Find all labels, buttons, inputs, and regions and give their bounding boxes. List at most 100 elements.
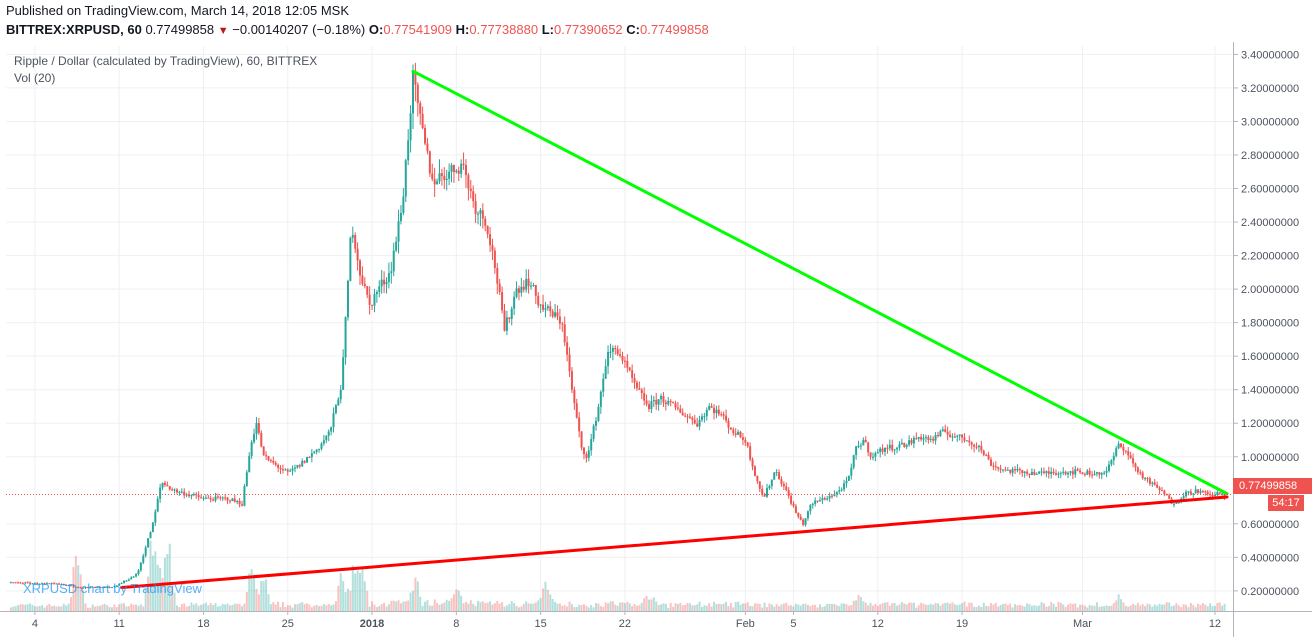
volume-bar: [241, 606, 244, 611]
candle-body: [763, 494, 766, 497]
volume-bar: [1069, 603, 1072, 611]
volume-bar: [436, 602, 439, 611]
candle-body: [378, 286, 381, 292]
high-value: 0.77738880: [469, 22, 539, 37]
candle-body: [464, 164, 467, 175]
volume-bar: [1088, 604, 1091, 611]
candle-body: [462, 163, 465, 165]
legend-title: Ripple / Dollar (calculated by TradingVi…: [14, 54, 318, 68]
volume-bar: [611, 601, 614, 611]
volume-bar: [1047, 605, 1050, 611]
volume-bar: [397, 600, 400, 611]
candle-body: [787, 490, 790, 496]
candle-body: [802, 519, 805, 525]
candle-body: [36, 582, 39, 584]
volume-bar: [12, 606, 15, 611]
candle-body: [1062, 471, 1065, 473]
price-tick-label: 3.00000000: [1241, 116, 1299, 128]
volume-bar: [968, 602, 971, 611]
volume-bar: [1091, 605, 1094, 611]
volume-bar: [585, 605, 588, 611]
candle-body: [862, 439, 865, 446]
price-tick-label: 0.60000000: [1241, 519, 1299, 531]
volume-bar: [38, 605, 41, 611]
volume-bar: [934, 603, 937, 611]
time-tick-label: 8: [453, 618, 459, 630]
candle-body: [835, 491, 838, 495]
time-axis[interactable]: 4 11 18 25 2018 8 15 22 Feb 5 12 19 Mar 12: [0, 611, 1312, 630]
volume-bar: [1050, 602, 1053, 611]
tradingview-watermark[interactable]: XRPUSD chart by TradingView: [23, 581, 202, 596]
volume-bar: [893, 603, 896, 611]
candle-body: [968, 440, 971, 443]
resistance-trendline: [411, 69, 1229, 496]
volume-bar: [684, 604, 687, 611]
candle-body: [1088, 470, 1091, 475]
candle-body: [371, 304, 374, 306]
volume-bar: [818, 604, 821, 611]
volume-bar: [306, 603, 309, 611]
candle-body: [132, 576, 135, 578]
price-chart[interactable]: 3.40000000 3.20000000 3.00000000 2.80000000…: [0, 42, 1312, 637]
candle-body: [1194, 489, 1197, 494]
volume-bar: [529, 603, 532, 611]
candle-body: [48, 583, 51, 585]
candle-body: [284, 469, 287, 471]
volume-bar: [464, 601, 467, 611]
price-axis[interactable]: 3.40000000 3.20000000 3.00000000 2.80000000…: [1233, 42, 1299, 637]
volume-bar: [980, 606, 983, 611]
volume-bar: [1064, 606, 1067, 611]
volume-bar: [188, 605, 191, 611]
candle-body: [573, 389, 576, 404]
volume-bar: [614, 604, 617, 611]
volume-bar: [262, 581, 265, 611]
volume-bar: [587, 607, 590, 611]
candle-body: [1175, 502, 1178, 504]
volume-bar: [342, 581, 345, 611]
candle-body: [281, 469, 284, 471]
candle-body: [1009, 469, 1012, 473]
candle-body: [828, 495, 831, 499]
candle-body: [999, 468, 1002, 470]
volume-bar: [14, 606, 17, 611]
volume-bar: [650, 599, 653, 611]
candle-body: [195, 494, 198, 496]
candle-body: [43, 583, 46, 585]
candle-body: [780, 479, 783, 484]
candle-body: [330, 427, 333, 432]
high-label: H:: [455, 22, 470, 37]
candle-body: [477, 213, 480, 215]
candle-body: [1216, 492, 1219, 495]
candle-body: [970, 442, 973, 445]
candle-body: [443, 175, 446, 181]
candle-body: [648, 404, 651, 410]
volume-bar: [257, 594, 260, 611]
volume-bar: [1052, 603, 1055, 611]
volume-bar: [115, 607, 118, 611]
volume-bar: [89, 607, 92, 611]
volume-bar: [1112, 603, 1115, 611]
candle-body: [934, 435, 937, 441]
candle-body: [534, 284, 537, 296]
volume-bar: [361, 569, 364, 611]
candle-body: [450, 165, 453, 172]
candle-body: [445, 178, 448, 181]
candle-body: [267, 456, 270, 461]
candle-body: [1002, 469, 1005, 471]
candle-body: [1117, 443, 1120, 449]
volume-bar: [19, 604, 22, 611]
volume-bar: [390, 600, 393, 611]
volume-bar: [212, 604, 215, 611]
candle-body: [756, 475, 759, 482]
trendlines[interactable]: [6, 69, 1233, 590]
volume-bar: [602, 606, 605, 611]
candle-body: [566, 342, 569, 355]
volume-bar: [864, 602, 867, 611]
volume-bar: [561, 605, 564, 611]
candle-body: [903, 442, 906, 447]
candle-body: [41, 583, 44, 585]
symbol-label[interactable]: BITTREX:XRPUSD, 60: [6, 22, 142, 37]
volume-bar: [431, 605, 434, 611]
candle-body: [946, 431, 949, 435]
volume-bar: [123, 603, 126, 611]
